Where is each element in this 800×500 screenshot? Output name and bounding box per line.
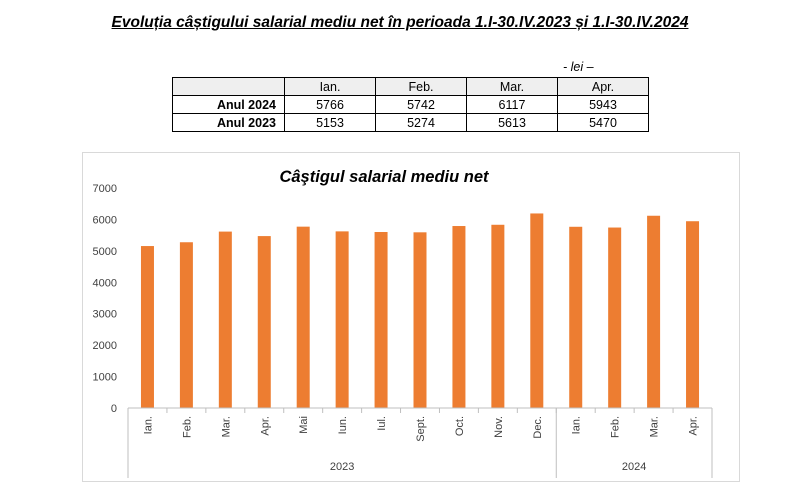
x-tick-label: Ian. [571, 416, 583, 434]
bar [491, 224, 505, 408]
page-heading: Evoluția câștigului salarial mediu net î… [111, 14, 689, 31]
table-header-cell: Apr. [557, 77, 649, 96]
x-tick-label: Mar. [649, 416, 661, 437]
table-cell: 5153 [284, 113, 376, 132]
x-tick-label: Apr. [259, 416, 271, 436]
table-cell: 5470 [557, 113, 649, 132]
y-tick-label: 1000 [93, 372, 117, 384]
bar [218, 231, 232, 408]
unit-note: - lei – [563, 60, 594, 74]
bar [569, 226, 583, 408]
table-row-label: Anul 2024 [172, 95, 285, 114]
table-row-label: Anul 2023 [172, 113, 285, 132]
chart-frame [82, 152, 740, 482]
table-cell: 5613 [466, 113, 558, 132]
x-tick-label: Iul. [376, 416, 388, 431]
chart-title: Câştigul salarial mediu net [279, 168, 489, 186]
bar [452, 226, 466, 408]
bar [335, 231, 349, 408]
bar [647, 215, 661, 408]
bar [530, 213, 544, 408]
y-tick-label: 0 [111, 403, 117, 415]
bar [608, 227, 622, 408]
x-tick-label: Iun. [337, 416, 349, 434]
table-cell: 5943 [557, 95, 649, 114]
x-tick-label: Feb. [181, 416, 193, 438]
table-header-row: Ian. Feb. Mar. Apr. [172, 77, 649, 96]
x-tick-label: Apr. [688, 416, 700, 436]
group-label: 2023 [330, 461, 354, 473]
x-tick-label: Nov. [493, 416, 505, 438]
x-tick-label: Mai [298, 416, 310, 434]
table-row: Anul 2023 5153 5274 5613 5470 [172, 113, 649, 132]
y-tick-label: 4000 [93, 277, 117, 289]
x-tick-label: Feb. [610, 416, 622, 438]
x-tick-label: Dec. [532, 416, 544, 439]
bar [686, 221, 700, 408]
y-tick-label: 7000 [93, 183, 117, 195]
group-label: 2024 [622, 461, 646, 473]
bar [413, 232, 427, 408]
x-tick-label: Ian. [142, 416, 154, 434]
x-tick-label: Oct. [454, 416, 466, 436]
table-header-cell: Ian. [284, 77, 376, 96]
table-cell: 5274 [375, 113, 467, 132]
salary-table: Ian. Feb. Mar. Apr. Anul 2024 5766 5742 … [172, 77, 649, 132]
chart-title-wrap: Câştigul salarial mediu net [0, 168, 800, 187]
y-tick-label: 5000 [93, 246, 117, 258]
bar [179, 242, 193, 408]
y-tick-label: 2000 [93, 340, 117, 352]
bar [257, 236, 271, 408]
table-header-empty [172, 77, 285, 96]
bar [296, 226, 310, 408]
y-tick-label: 3000 [93, 309, 117, 321]
x-tick-label: Sept. [415, 416, 427, 442]
x-tick-label: Mar. [220, 416, 232, 437]
bar [140, 246, 154, 408]
bar [374, 232, 388, 408]
table-header-cell: Feb. [375, 77, 467, 96]
y-tick-label: 6000 [93, 214, 117, 226]
